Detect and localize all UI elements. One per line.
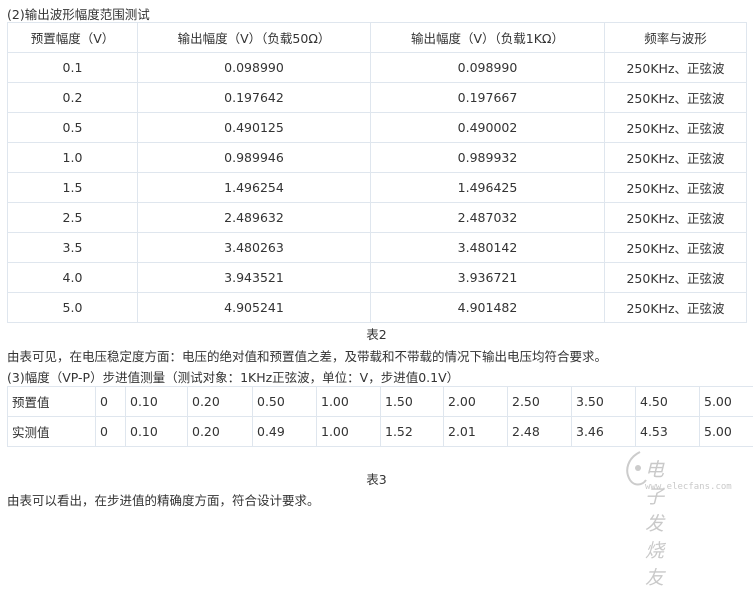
section3-heading: (3)幅度（VP-P）步进值测量（测试对象：1KHz正弦波，单位：V，步进值0.… (7, 367, 459, 386)
table-cell: 预置值 (8, 387, 96, 417)
table-cell: 3.50 (572, 387, 636, 417)
table-cell: 2.5 (8, 203, 138, 233)
table-cell: 1.00 (317, 387, 381, 417)
table-cell: 0.989932 (371, 143, 605, 173)
watermark-url: www.elecfans.com (645, 482, 732, 492)
table-cell: 1.50 (381, 387, 444, 417)
table-cell: 250KHz、正弦波 (605, 293, 747, 323)
table-cell: 1.496425 (371, 173, 605, 203)
table-cell: 250KHz、正弦波 (605, 113, 747, 143)
table-cell: 2.01 (444, 417, 508, 447)
table-cell: 3.943521 (138, 263, 371, 293)
table-cell: 4.905241 (138, 293, 371, 323)
table-cell: 4.901482 (371, 293, 605, 323)
table-cell: 250KHz、正弦波 (605, 203, 747, 233)
table-cell: 1.0 (8, 143, 138, 173)
table-cell: 0 (96, 387, 126, 417)
table-cell: 5.00 (700, 417, 753, 447)
table-cell: 1.5 (8, 173, 138, 203)
table-cell: 5.0 (8, 293, 138, 323)
table-cell: 0.20 (188, 417, 253, 447)
table-cell: 0.20 (188, 387, 253, 417)
table-cell: 0.197642 (138, 83, 371, 113)
table-cell: 2.489632 (138, 203, 371, 233)
table-cell: 250KHz、正弦波 (605, 173, 747, 203)
table-cell: 3.480263 (138, 233, 371, 263)
table-cell: 1.00 (317, 417, 381, 447)
table-cell: 2.50 (508, 387, 572, 417)
table-cell: 0.2 (8, 83, 138, 113)
table-cell: 250KHz、正弦波 (605, 143, 747, 173)
table-cell: 0.1 (8, 53, 138, 83)
table-cell: 5.00 (700, 387, 753, 417)
table-cell: 0.490125 (138, 113, 371, 143)
table-cell: 4.53 (636, 417, 700, 447)
table-cell: 0.490002 (371, 113, 605, 143)
table-cell: 3.46 (572, 417, 636, 447)
watermark-name: 电子发烧友 (645, 455, 665, 590)
table-cell: 250KHz、正弦波 (605, 233, 747, 263)
table-cell: 250KHz、正弦波 (605, 83, 747, 113)
table-cell: 输出幅度（V）（负载1KΩ） (371, 23, 605, 53)
table-cell: 0.989946 (138, 143, 371, 173)
table-cell: 0 (96, 417, 126, 447)
table-cell: 0.197667 (371, 83, 605, 113)
table-cell: 0.10 (126, 417, 188, 447)
table-cell: 预置幅度（V） (8, 23, 138, 53)
table-cell: 1.52 (381, 417, 444, 447)
table-header-row: 预置幅度（V）输出幅度（V）（负载50Ω）输出幅度（V）（负载1KΩ）频率与波形 (8, 23, 747, 53)
section2-conclusion: 由表可见，在电压稳定度方面：电压的绝对值和预置值之差，及带载和不带载的情况下输出… (7, 346, 607, 365)
section3-conclusion: 由表可以看出，在步进值的精确度方面，符合设计要求。 (7, 490, 320, 509)
table-cell: 0.49 (253, 417, 317, 447)
output-amplitude-table: 预置幅度（V）输出幅度（V）（负载50Ω）输出幅度（V）（负载1KΩ）频率与波形… (7, 22, 747, 323)
table-cell: 频率与波形 (605, 23, 747, 53)
table2-caption: 表2 (0, 324, 753, 343)
section2-heading: (2)输出波形幅度范围测试 (7, 4, 150, 23)
table-cell: 实测值 (8, 417, 96, 447)
table-cell: 0.098990 (138, 53, 371, 83)
table-cell: 0.098990 (371, 53, 605, 83)
table-cell: 4.50 (636, 387, 700, 417)
table-cell: 3.480142 (371, 233, 605, 263)
table-cell: 0.5 (8, 113, 138, 143)
table-cell: 3.5 (8, 233, 138, 263)
table-cell: 250KHz、正弦波 (605, 263, 747, 293)
table-cell: 2.48 (508, 417, 572, 447)
table-cell: 0.10 (126, 387, 188, 417)
table-cell: 输出幅度（V）（负载50Ω） (138, 23, 371, 53)
table-cell: 2.487032 (371, 203, 605, 233)
table-cell: 4.0 (8, 263, 138, 293)
table-cell: 3.936721 (371, 263, 605, 293)
table-cell: 0.50 (253, 387, 317, 417)
table-cell: 250KHz、正弦波 (605, 53, 747, 83)
table-cell: 2.00 (444, 387, 508, 417)
table-cell: 1.496254 (138, 173, 371, 203)
